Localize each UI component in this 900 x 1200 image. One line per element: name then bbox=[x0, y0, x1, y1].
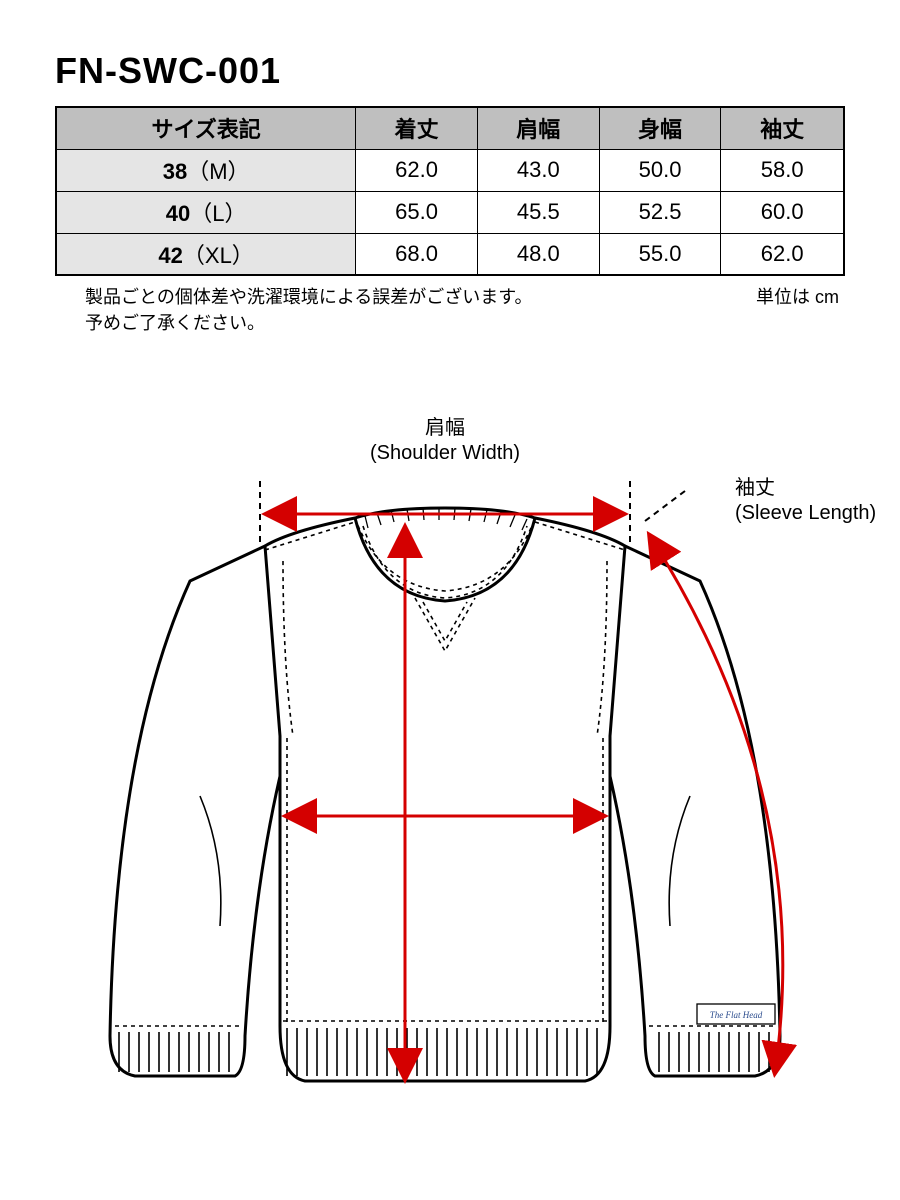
col-sleeve: 袖丈 bbox=[721, 107, 844, 149]
data-cell: 65.0 bbox=[356, 191, 478, 233]
size-table: サイズ表記 着丈 肩幅 身幅 袖丈 38（M） 62.0 43.0 50.0 5… bbox=[55, 106, 845, 276]
notes-right-unit: 単位は cm bbox=[756, 284, 839, 336]
product-code-title: FN-SWC-001 bbox=[55, 50, 845, 92]
size-cell: 42（XL） bbox=[56, 233, 356, 275]
note-line2: 予めご了承ください。 bbox=[85, 313, 265, 333]
col-shoulder: 肩幅 bbox=[477, 107, 599, 149]
table-row: 42（XL） 68.0 48.0 55.0 62.0 bbox=[56, 233, 844, 275]
sweater-diagram-svg: The Flat Head bbox=[55, 416, 845, 1176]
data-cell: 68.0 bbox=[356, 233, 478, 275]
data-cell: 62.0 bbox=[356, 149, 478, 191]
table-row: 38（M） 62.0 43.0 50.0 58.0 bbox=[56, 149, 844, 191]
table-row: 40（L） 65.0 45.5 52.5 60.0 bbox=[56, 191, 844, 233]
svg-text:The Flat Head: The Flat Head bbox=[710, 1010, 763, 1020]
data-cell: 48.0 bbox=[477, 233, 599, 275]
data-cell: 62.0 bbox=[721, 233, 844, 275]
data-cell: 50.0 bbox=[599, 149, 721, 191]
col-length: 着丈 bbox=[356, 107, 478, 149]
sweater-outline bbox=[110, 508, 780, 1081]
data-cell: 52.5 bbox=[599, 191, 721, 233]
table-notes: 製品ごとの個体差や洗濯環境による誤差がございます。 予めご了承ください。 単位は… bbox=[55, 284, 845, 336]
data-cell: 60.0 bbox=[721, 191, 844, 233]
data-cell: 45.5 bbox=[477, 191, 599, 233]
data-cell: 43.0 bbox=[477, 149, 599, 191]
size-cell: 40（L） bbox=[56, 191, 356, 233]
size-cell: 38（M） bbox=[56, 149, 356, 191]
col-chest: 身幅 bbox=[599, 107, 721, 149]
col-size: サイズ表記 bbox=[56, 107, 356, 149]
table-header-row: サイズ表記 着丈 肩幅 身幅 袖丈 bbox=[56, 107, 844, 149]
notes-left: 製品ごとの個体差や洗濯環境による誤差がございます。 予めご了承ください。 bbox=[85, 284, 532, 336]
note-line1: 製品ごとの個体差や洗濯環境による誤差がございます。 bbox=[85, 287, 532, 307]
measurement-diagram: 肩幅 (Shoulder Width) 袖丈 (Sleeve Length) 身… bbox=[55, 416, 845, 1176]
data-cell: 55.0 bbox=[599, 233, 721, 275]
data-cell: 58.0 bbox=[721, 149, 844, 191]
brand-tag: The Flat Head bbox=[697, 1004, 775, 1024]
